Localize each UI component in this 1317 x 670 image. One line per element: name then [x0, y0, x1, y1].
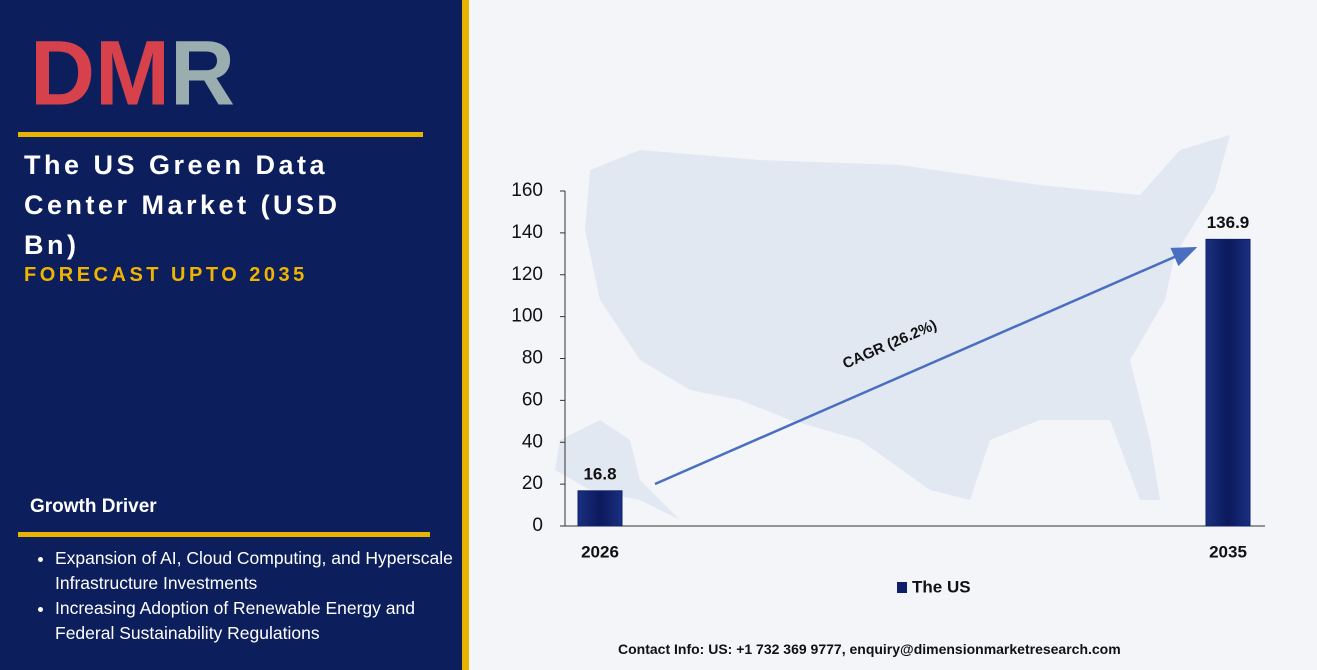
- y-tick-label: 120: [511, 264, 543, 285]
- cagr-arrow: [654, 246, 1198, 486]
- data-label: 16.8: [583, 464, 616, 483]
- y-tick-label: 0: [532, 515, 543, 536]
- map-silhouette: [555, 420, 680, 520]
- contact: Contact Info: US: +1 732 369 9777, enqui…: [618, 641, 1121, 657]
- logo-area: DMR: [30, 22, 235, 124]
- legend-swatch: [897, 582, 907, 593]
- y-tick-label: 140: [511, 222, 543, 243]
- bar: [1205, 238, 1251, 527]
- y-tick-label: 40: [522, 431, 543, 452]
- growth-driver-heading: Growth Driver: [30, 496, 157, 517]
- y-tick-label: 20: [522, 473, 543, 494]
- growth-driver-item: Expansion of AI, Cloud Computing, and Hy…: [55, 546, 475, 596]
- x-tick-label: 2035: [1209, 542, 1247, 561]
- x-tick-label: 2026: [581, 542, 619, 561]
- y-tick-label: 80: [522, 348, 543, 369]
- growth-driver-item: Increasing Adoption of Renewable Energy …: [55, 596, 475, 646]
- data-label: 136.9: [1207, 213, 1250, 232]
- map-silhouette: [585, 135, 1230, 500]
- logo: DMR: [30, 22, 235, 124]
- sidebar: [0, 0, 462, 670]
- title: The US Green Data Center Market (USD Bn): [24, 150, 341, 260]
- legend-label: The US: [912, 577, 971, 596]
- bar: [577, 490, 623, 527]
- growth-driver-list: Expansion of AI, Cloud Computing, and Hy…: [28, 546, 475, 646]
- subtitle: FORECAST UPTO 2035: [24, 264, 308, 286]
- divider: [18, 532, 430, 537]
- y-tick-label: 160: [511, 180, 543, 201]
- divider: [18, 132, 423, 137]
- annotation: CAGR (26.2%): [840, 317, 939, 373]
- y-tick-label: 100: [511, 306, 543, 327]
- y-tick-label: 60: [522, 389, 543, 410]
- stripe: [462, 0, 469, 670]
